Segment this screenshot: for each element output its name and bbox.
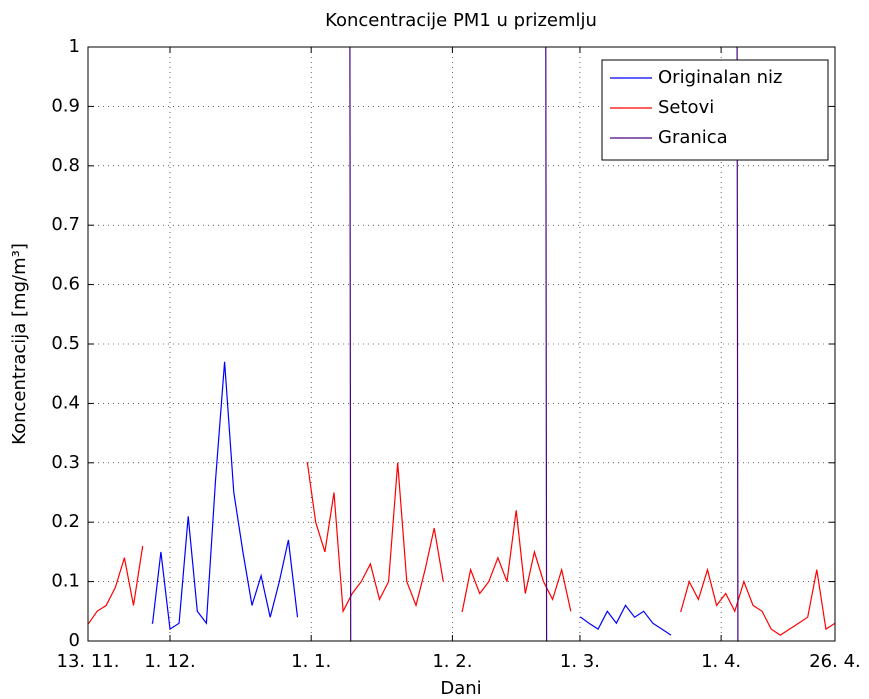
data-line bbox=[151, 361, 672, 636]
y-tick-label: 1 bbox=[69, 36, 80, 57]
y-tick-label: 0.5 bbox=[51, 333, 80, 354]
y-tick-label: 0 bbox=[69, 630, 80, 651]
legend-label: Setovi bbox=[658, 97, 714, 118]
y-tick-label: 0.6 bbox=[51, 274, 80, 295]
chart-title: Koncentracije PM1 u prizemlju bbox=[325, 10, 597, 31]
legend-box bbox=[601, 59, 829, 161]
y-tick-label: 0.9 bbox=[51, 95, 80, 116]
x-tick-label: 1. 4. bbox=[701, 651, 741, 672]
x-tick-label: 1. 12. bbox=[144, 651, 196, 672]
x-tick-label: 13. 11. bbox=[57, 651, 120, 672]
y-tick-label: 0.7 bbox=[51, 214, 80, 235]
y-axis-label: Koncentracija [mg/m³] bbox=[9, 243, 30, 445]
x-tick-label: 1. 1. bbox=[291, 651, 331, 672]
y-tick-label: 0.1 bbox=[51, 571, 80, 592]
x-tick-label: 1. 3. bbox=[560, 651, 600, 672]
y-tick-label: 0.8 bbox=[51, 155, 80, 176]
y-tick-label: 0.3 bbox=[51, 452, 80, 473]
x-tick-label: 26. 4. bbox=[809, 651, 861, 672]
legend-label: Originalan niz bbox=[658, 67, 782, 88]
plot-frame bbox=[87, 46, 836, 642]
data-line bbox=[88, 462, 836, 636]
x-tick-label: 1. 2. bbox=[432, 651, 472, 672]
y-tick-label: 0.4 bbox=[51, 392, 80, 413]
y-tick-label: 0.2 bbox=[51, 511, 80, 532]
legend-label: Granica bbox=[658, 127, 728, 148]
x-axis-label: Dani bbox=[440, 678, 481, 699]
